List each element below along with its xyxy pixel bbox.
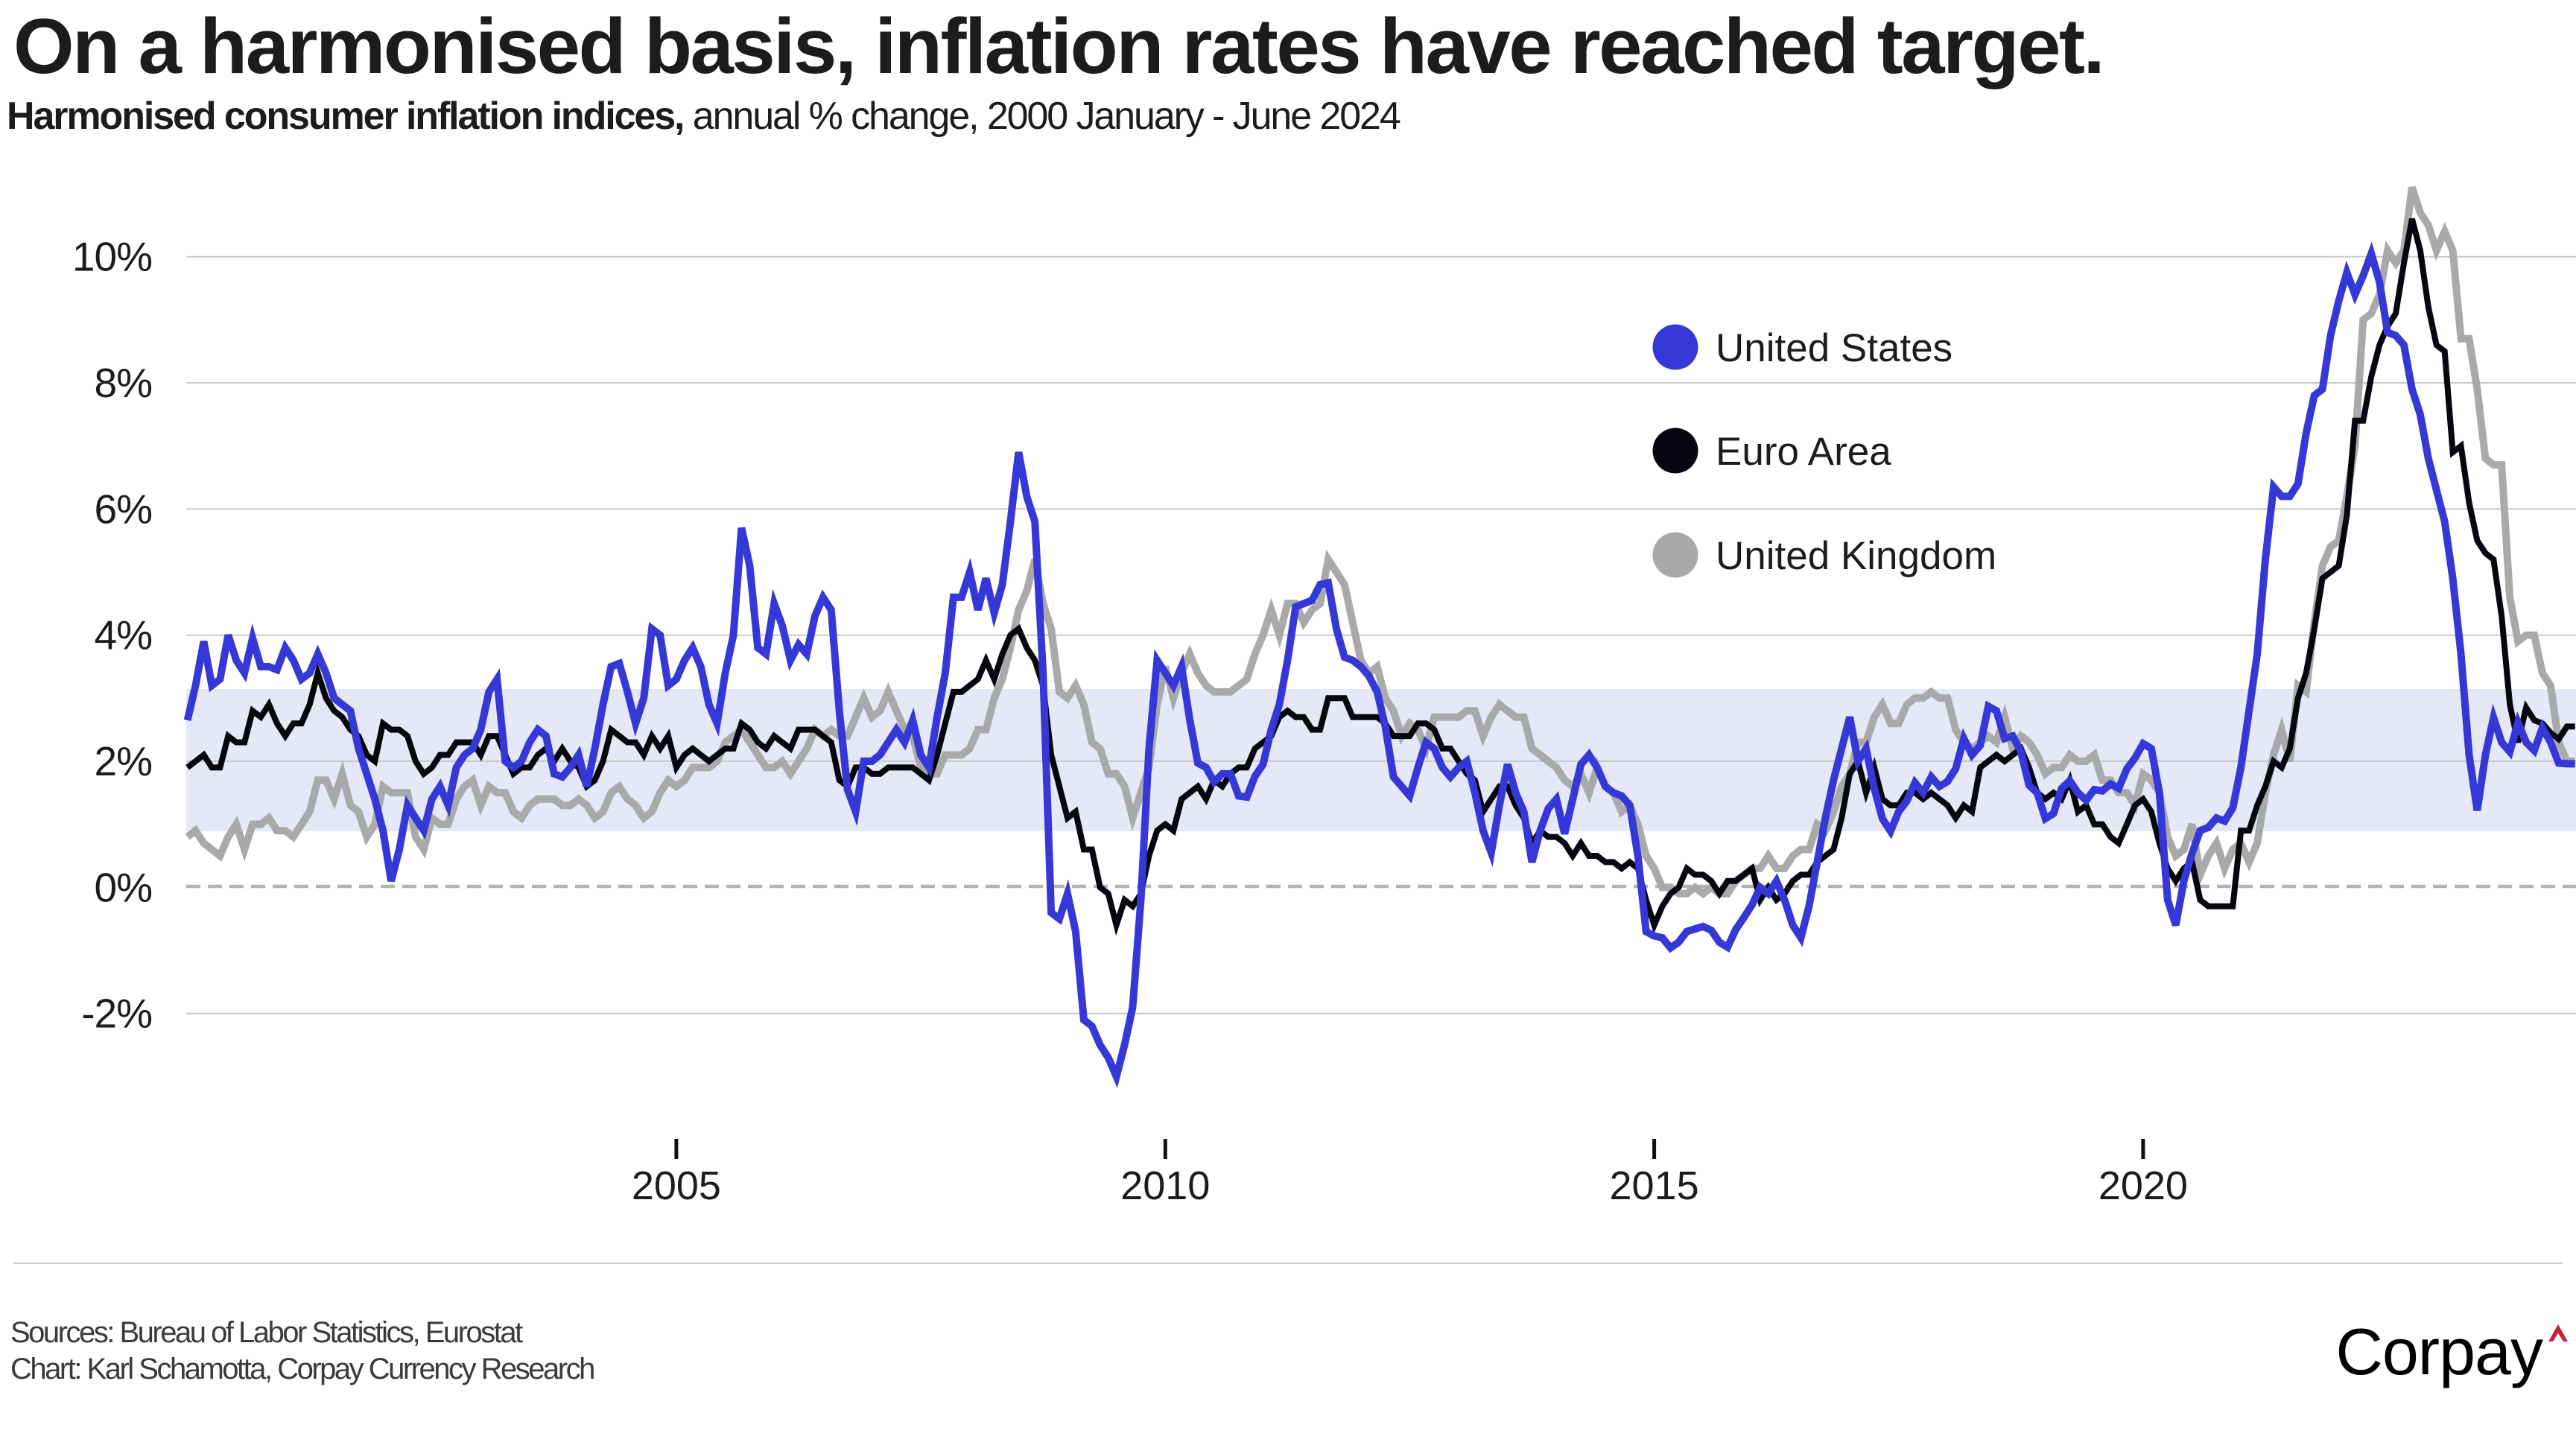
svg-text:United Kingdom: United Kingdom bbox=[1716, 534, 1996, 578]
svg-text:2005: 2005 bbox=[632, 1163, 721, 1208]
svg-text:2%: 2% bbox=[95, 738, 153, 784]
svg-text:Euro Area: Euro Area bbox=[1716, 430, 1891, 474]
svg-text:Corpay: Corpay bbox=[2335, 1315, 2543, 1388]
svg-text:2010: 2010 bbox=[1120, 1163, 1210, 1208]
svg-text:Chart: Karl Schamotta, Corpay: Chart: Karl Schamotta, Corpay Currency R… bbox=[10, 1353, 594, 1385]
svg-text:0%: 0% bbox=[95, 864, 153, 910]
svg-text:United States: United States bbox=[1716, 326, 1952, 370]
svg-text:Sources: Bureau of Labor Stati: Sources: Bureau of Labor Statistics, Eur… bbox=[10, 1316, 523, 1349]
svg-text:-2%: -2% bbox=[81, 991, 152, 1037]
svg-text:2015: 2015 bbox=[1610, 1163, 1699, 1208]
svg-text:8%: 8% bbox=[95, 360, 153, 406]
svg-text:4%: 4% bbox=[95, 612, 153, 658]
svg-text:6%: 6% bbox=[95, 486, 153, 532]
svg-text:10%: 10% bbox=[72, 234, 152, 280]
svg-text:2020: 2020 bbox=[2098, 1163, 2188, 1208]
